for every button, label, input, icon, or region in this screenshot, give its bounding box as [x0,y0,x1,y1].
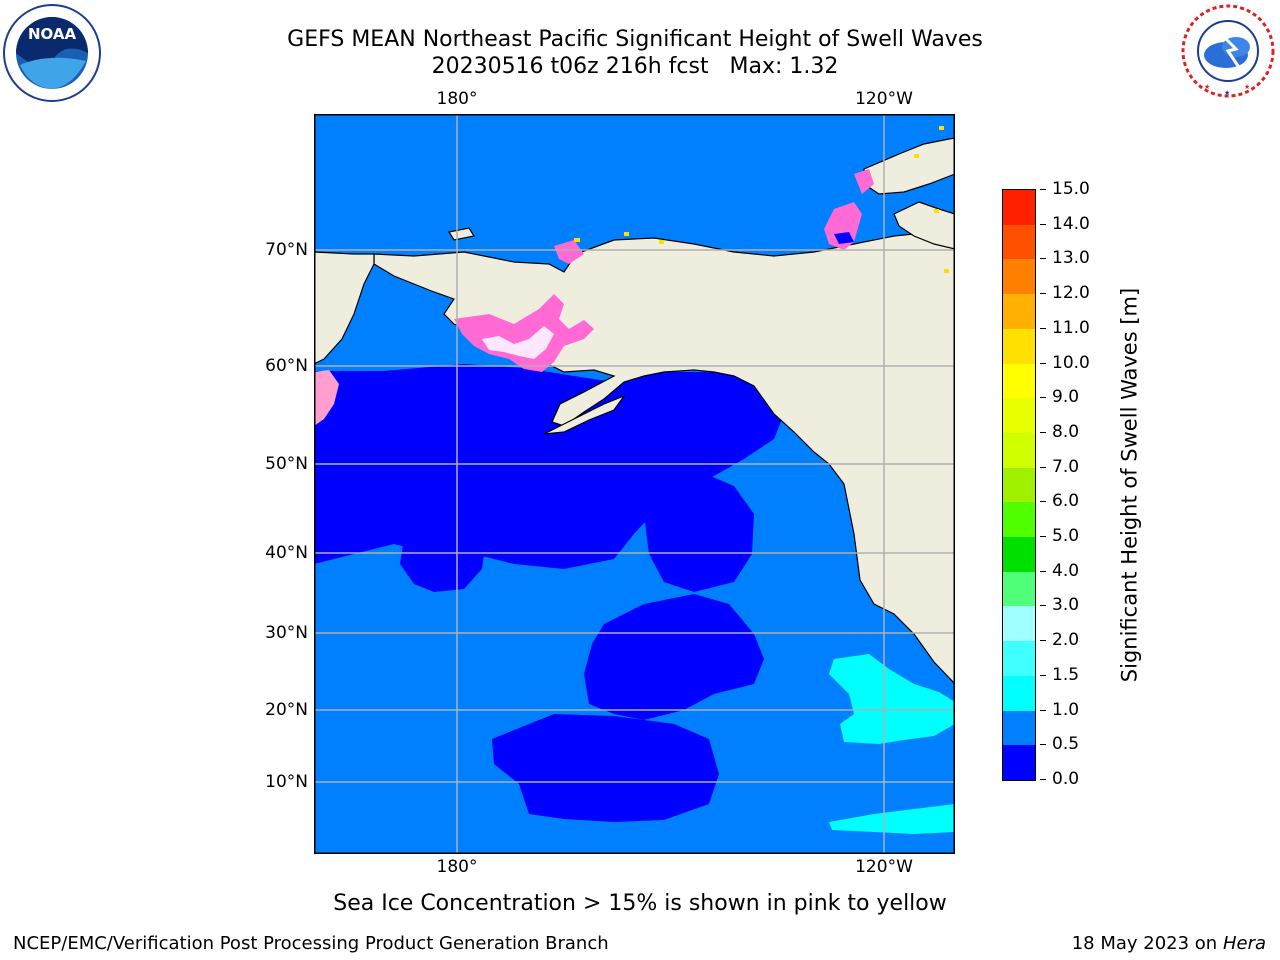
colorbar-tick-mark [1040,570,1046,572]
colorbar-tick-label: 1.0 [1052,699,1080,720]
credit-left: NCEP/EMC/Verification Post Processing Pr… [13,933,609,954]
chart-subtitle: 20230516 t06z 216h fcst Max: 1.32 [431,54,839,79]
noaa-logo-text: NOAA [28,25,77,43]
low-swell-region-central [584,594,764,720]
credit-date: 18 May 2023 on [1071,933,1218,954]
colorbar-tick-mark [1040,397,1046,399]
lon-label-bottom-120w: 120°W [855,857,913,877]
colorbar-segment [1003,467,1035,503]
land-arctic-island-3 [448,227,475,241]
colorbar-tick-mark [1040,431,1046,433]
colorbar-tick-mark [1040,466,1046,468]
colorbar-tick-mark [1040,189,1046,190]
lat-label-10n: 10°N [265,772,308,792]
colorbar-tick-label: 1.5 [1052,664,1080,685]
colorbar-tick-label: 4.0 [1052,560,1080,581]
colorbar-tick-mark [1040,223,1046,225]
sea-ice-overlay [314,126,949,426]
svg-text:★: ★ [1244,83,1250,91]
colorbar-tick-label: 6.0 [1052,491,1080,512]
colorbar-segment [1003,259,1035,295]
svg-text:★: ★ [1204,83,1210,91]
nws-logo: ★ ★ ★ [1181,4,1275,98]
chart-title: GEFS MEAN Northeast Pacific Significant … [287,27,983,52]
colorbar-segment [1003,432,1035,468]
colorbar-segment [1003,641,1035,676]
colorbar-tick-mark [1040,258,1046,260]
colorbar-tick-mark [1040,605,1046,607]
colorbar-segment [1003,294,1035,329]
low-swell-region-gulf [644,469,754,592]
lat-label-50n: 50°N [265,454,308,474]
colorbar-tick-mark [1040,293,1046,295]
colorbar-tick-mark [1040,501,1046,503]
alaska-peninsula [543,394,626,435]
map-frame [314,114,955,854]
colorbar-tick-label: 3.0 [1052,595,1080,616]
colorbar-tick-mark [1040,744,1046,746]
lon-label-top-120w: 120°W [855,89,913,109]
colorbar-segment [1003,328,1035,364]
colorbar-tick-label: 8.0 [1052,421,1080,442]
colorbar-tick-label: 13.0 [1052,248,1090,269]
colorbar-segment [1003,502,1035,538]
colorbar-tick-label: 9.0 [1052,387,1080,408]
land-arctic-island-1 [863,137,955,195]
land-arctic-island-2 [893,201,955,250]
lat-label-20n: 20°N [265,700,308,720]
colorbar-tick-mark [1040,674,1046,676]
colorbar-tick-mark [1040,709,1046,711]
colorbar-tick-mark [1040,362,1046,364]
noaa-logo: NOAA [3,4,101,102]
colorbar-tick-label: 0.5 [1052,734,1080,755]
sea-ice-note: Sea Ice Concentration > 15% is shown in … [333,891,947,916]
credit-host: Hera [1222,933,1266,954]
colorbar-segment [1003,675,1035,711]
colorbar-tick-label: 0.0 [1052,769,1080,789]
colorbar-segment [1003,606,1035,642]
low-swell-region-west [400,509,486,592]
lon-label-top-180: 180° [436,89,478,109]
colorbar-tick-label: 2.0 [1052,630,1080,651]
credit-right: 18 May 2023 on Hera [1072,933,1266,954]
lat-label-70n: 70°N [265,240,308,260]
colorbar-tick-label: 15.0 [1052,179,1090,199]
colorbar-segment [1003,363,1035,399]
lat-label-30n: 30°N [265,623,308,643]
high-swell-region-1 [829,654,955,744]
lon-label-bottom-180: 180° [436,857,478,877]
colorbar-segment [1003,745,1035,780]
colorbar-segment [1003,224,1035,260]
colorbar-tick-mark [1040,327,1046,329]
land-siberia [314,251,375,365]
colorbar-segment [1003,190,1035,225]
high-swell-region-2 [829,804,955,834]
colorbar-segment [1003,537,1035,572]
colorbar-tick-label: 10.0 [1052,352,1090,373]
colorbar-tick-label: 12.0 [1052,283,1090,304]
colorbar-tick-label: 11.0 [1052,317,1090,338]
colorbar-tick-mark [1040,536,1046,538]
colorbar-tick-mark [1040,779,1046,780]
svg-text:★: ★ [1224,89,1230,97]
colorbar-tick-label: 7.0 [1052,456,1080,477]
graticule [314,114,955,854]
colorbar-tick-label: 5.0 [1052,526,1080,547]
colorbar-tick-mark [1040,640,1046,642]
colorbar-segment [1003,571,1035,607]
colorbar-segment [1003,398,1035,433]
lat-label-40n: 40°N [265,543,308,563]
colorbar-tick-label: 14.0 [1052,213,1090,234]
colorbar-segment [1003,710,1035,746]
colorbar-title: Significant Height of Swell Waves [m] [1117,287,1142,683]
lat-label-60n: 60°N [265,356,308,376]
low-swell-region-south [492,714,719,822]
map-panel [314,114,955,854]
colorbar [1002,189,1036,781]
